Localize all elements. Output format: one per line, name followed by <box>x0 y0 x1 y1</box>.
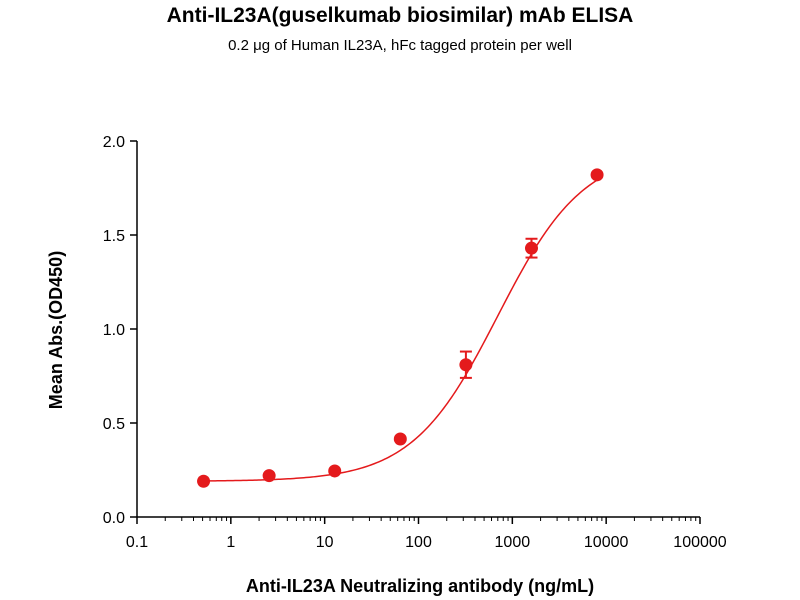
y-tick-label: 1.5 <box>103 228 125 245</box>
marker <box>590 168 604 182</box>
y-tick-label: 1.0 <box>103 322 125 339</box>
data-point <box>459 350 473 379</box>
x-tick-label: 0.1 <box>126 534 148 551</box>
x-tick-label: 1000 <box>495 534 531 551</box>
marker <box>328 464 342 478</box>
y-tick-label: 0.5 <box>103 416 125 433</box>
x-tick-label: 1 <box>226 534 235 551</box>
chart-title: Anti-IL23A(guselkumab biosimilar) mAb EL… <box>166 4 634 27</box>
data-point <box>590 168 604 182</box>
data-point <box>524 237 538 259</box>
x-tick-label: 10 <box>316 534 334 551</box>
marker <box>197 474 211 488</box>
y-tick-label: 2.0 <box>103 134 125 151</box>
x-tick-label: 10000 <box>584 534 629 551</box>
marker <box>524 241 538 255</box>
data-point <box>328 464 342 478</box>
y-ticks: 0.0 0.5 1.0 1.5 2.0 <box>103 134 137 527</box>
axes <box>136 141 700 518</box>
x-ticks: 0.1 1 10 100 1000 10000 100000 <box>126 517 727 551</box>
y-tick-label: 0.0 <box>103 510 125 527</box>
x-axis-title: Anti-IL23A Neutralizing antibody (ng/mL) <box>246 576 594 596</box>
marker <box>393 432 407 446</box>
marker <box>459 358 473 372</box>
x-tick-label: 100000 <box>673 534 726 551</box>
data-point <box>262 469 276 483</box>
chart-subtitle: 0.2 μg of Human IL23A, hFc tagged protei… <box>228 37 572 54</box>
data-point <box>197 474 211 488</box>
y-axis-title: Mean Abs.(OD450) <box>46 251 66 409</box>
data-points <box>197 168 604 488</box>
x-tick-label: 100 <box>405 534 432 551</box>
marker <box>262 469 276 483</box>
data-point <box>393 432 407 446</box>
